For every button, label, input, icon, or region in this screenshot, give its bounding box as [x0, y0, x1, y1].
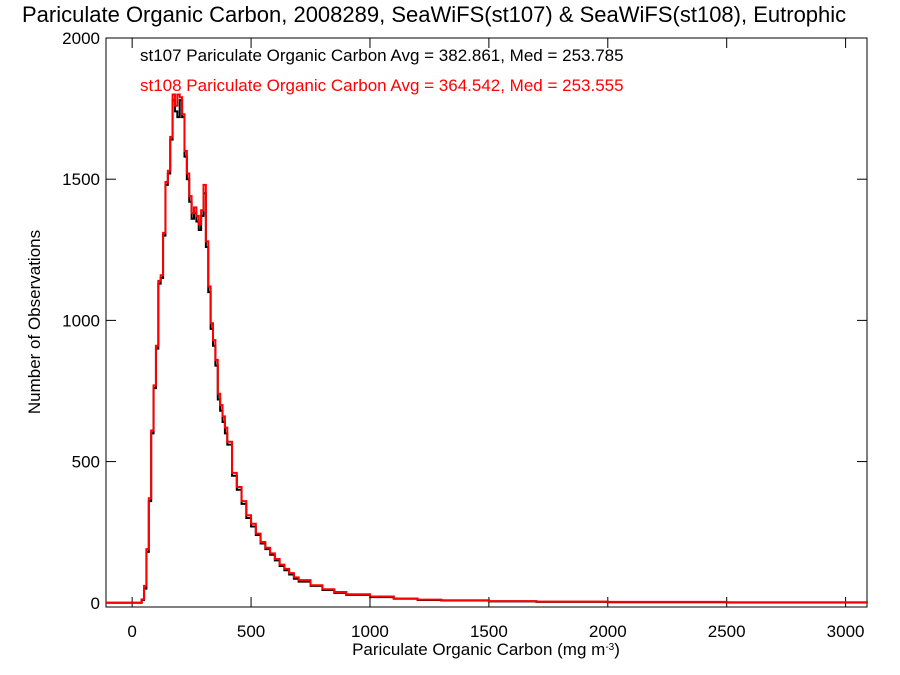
- x-tick-label: 500: [237, 622, 265, 641]
- x-axis-title: Pariculate Organic Carbon (mg m-3): [352, 640, 620, 659]
- x-axis: 0 500 1000 1500 2000 2500 3000: [127, 38, 865, 641]
- y-tick-label: 1500: [62, 170, 100, 189]
- x-tick-label: 1000: [351, 622, 389, 641]
- x-tick-label: 0: [127, 622, 136, 641]
- y-tick-label: 500: [72, 453, 100, 472]
- chart-title: Pariculate Organic Carbon, 2008289, SeaW…: [22, 2, 846, 27]
- y-axis-title: Number of Observations: [25, 230, 44, 414]
- x-tick-label: 1500: [470, 622, 508, 641]
- series-layer: [106, 93, 868, 604]
- x-tick-label: 3000: [827, 622, 865, 641]
- y-tick-label: 1000: [62, 311, 100, 330]
- series-line-st108: [106, 93, 868, 604]
- plot-frame: [105, 37, 868, 608]
- series-line-st107: [106, 99, 868, 604]
- st108-stats-annotation: st108 Pariculate Organic Carbon Avg = 36…: [140, 76, 624, 95]
- x-tick-label: 2000: [589, 622, 627, 641]
- st107-stats-annotation: st107 Pariculate Organic Carbon Avg = 38…: [140, 46, 624, 65]
- x-tick-label: 2500: [708, 622, 746, 641]
- y-tick-label: 0: [91, 594, 100, 613]
- y-axis: 0 500 1000 1500 2000: [62, 29, 867, 613]
- y-tick-label: 2000: [62, 29, 100, 48]
